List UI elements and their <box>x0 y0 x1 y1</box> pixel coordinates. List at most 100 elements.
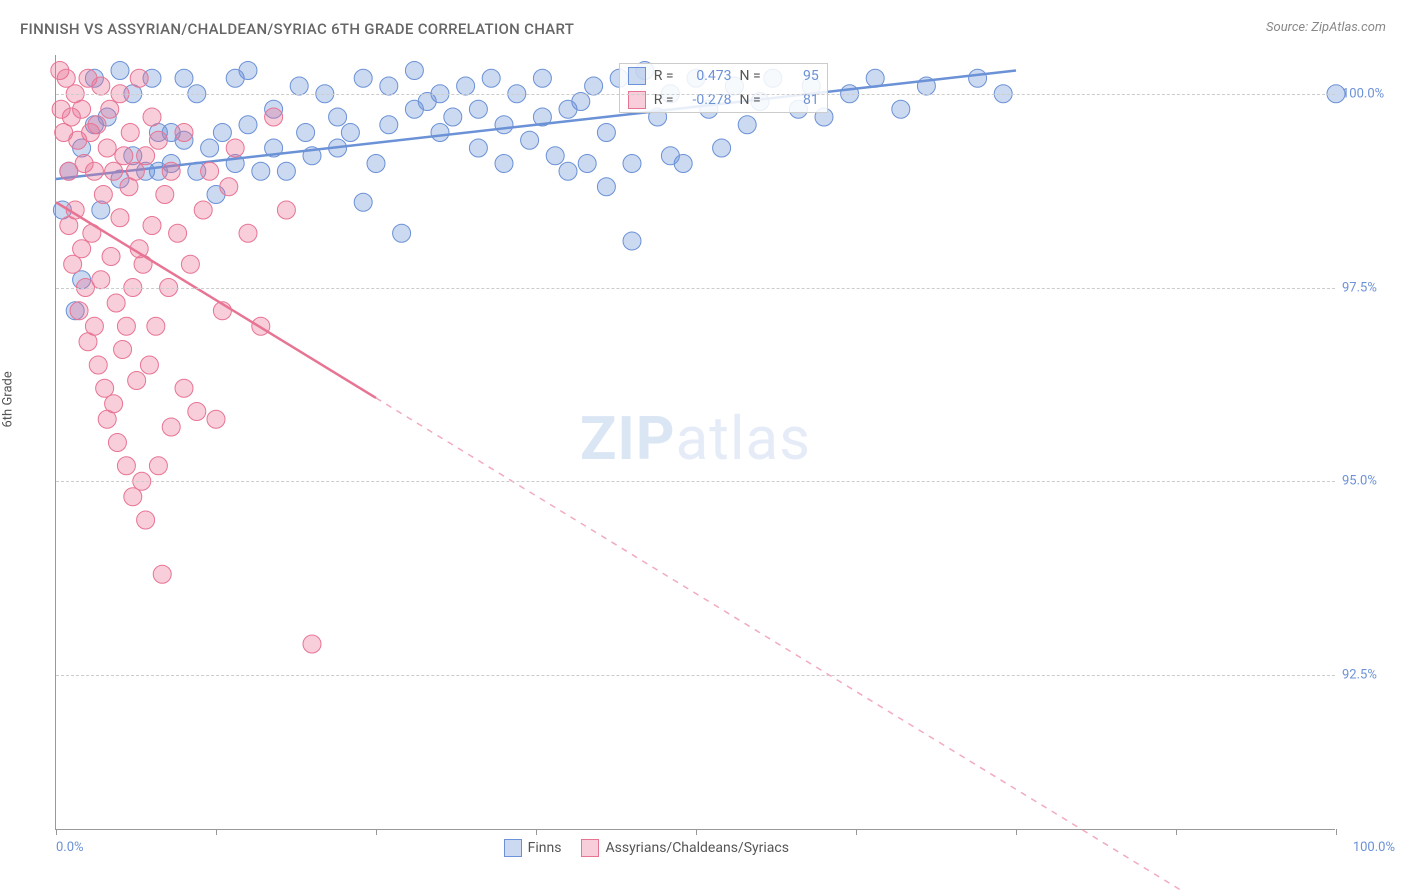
data-point <box>175 124 193 142</box>
data-point <box>572 93 590 111</box>
data-point <box>482 69 500 87</box>
data-point <box>94 186 112 204</box>
data-point <box>147 317 165 335</box>
data-point <box>623 232 641 250</box>
regression-line-extrapolated <box>376 398 1336 892</box>
data-point <box>70 302 88 320</box>
data-point <box>194 201 212 219</box>
data-point <box>213 124 231 142</box>
data-point <box>713 139 731 157</box>
x-tick <box>1016 829 1017 835</box>
data-point <box>101 100 119 118</box>
swatch-icon <box>628 67 646 85</box>
data-point <box>239 62 257 80</box>
data-point <box>578 155 596 173</box>
data-point <box>585 77 603 95</box>
data-point <box>153 565 171 583</box>
data-point <box>117 457 135 475</box>
data-point <box>92 77 110 95</box>
data-point <box>143 217 161 235</box>
data-point <box>367 155 385 173</box>
data-point <box>469 100 487 118</box>
data-point <box>265 108 283 126</box>
data-point <box>149 457 167 475</box>
x-tick <box>536 829 537 835</box>
swatch-icon <box>581 839 599 857</box>
chart-area: ZIPatlas R = 0.473 N = 95 R = -0.278 N =… <box>55 55 1335 830</box>
data-point <box>126 162 144 180</box>
data-point <box>121 124 139 142</box>
legend-label: Finns <box>528 840 562 856</box>
y-tick-label: 92.5% <box>1342 668 1397 683</box>
data-point <box>892 100 910 118</box>
data-point <box>380 77 398 95</box>
data-point <box>130 69 148 87</box>
data-point <box>162 162 180 180</box>
x-tick <box>56 829 57 835</box>
gridline <box>56 675 1335 676</box>
gridline <box>56 94 1335 95</box>
data-point <box>457 77 475 95</box>
data-point <box>108 434 126 452</box>
x-tick <box>1176 829 1177 835</box>
y-axis-title: 6th Grade <box>1 371 16 427</box>
gridline <box>56 288 1335 289</box>
data-point <box>92 201 110 219</box>
swatch-icon <box>504 839 522 857</box>
data-point <box>137 147 155 165</box>
y-tick-label: 97.5% <box>1342 280 1397 295</box>
data-point <box>495 155 513 173</box>
n-label: N = <box>740 68 761 84</box>
data-point <box>85 162 103 180</box>
data-point <box>85 317 103 335</box>
data-point <box>102 248 120 266</box>
data-point <box>277 201 295 219</box>
r-label: R = <box>654 68 674 84</box>
data-point <box>297 124 315 142</box>
data-point <box>533 69 551 87</box>
data-point <box>92 271 110 289</box>
data-point <box>738 116 756 134</box>
data-point <box>277 162 295 180</box>
y-tick-label: 95.0% <box>1342 474 1397 489</box>
data-point <box>88 116 106 134</box>
data-point <box>201 139 219 157</box>
legend-item: Finns <box>504 839 562 857</box>
stats-row: R = 0.473 N = 95 <box>620 64 827 88</box>
data-point <box>169 224 187 242</box>
data-point <box>559 162 577 180</box>
data-point <box>521 131 539 149</box>
data-point <box>239 224 257 242</box>
data-point <box>96 379 114 397</box>
data-point <box>175 69 193 87</box>
data-point <box>207 410 225 428</box>
data-point <box>105 162 123 180</box>
data-point <box>181 255 199 273</box>
x-tick <box>856 829 857 835</box>
data-point <box>380 116 398 134</box>
data-point <box>303 635 321 653</box>
data-point <box>111 62 129 80</box>
data-point <box>431 124 449 142</box>
data-point <box>124 488 142 506</box>
source-attribution: Source: ZipAtlas.com <box>1266 20 1386 35</box>
x-axis-min-label: 0.0% <box>56 840 84 855</box>
data-point <box>156 186 174 204</box>
data-point <box>162 418 180 436</box>
gridline <box>56 481 1335 482</box>
data-point <box>140 356 158 374</box>
data-point <box>115 147 133 165</box>
x-tick <box>216 829 217 835</box>
data-point <box>290 77 308 95</box>
data-point <box>469 139 487 157</box>
n-value: 95 <box>769 68 819 84</box>
data-point <box>341 124 359 142</box>
legend-item: Assyrians/Chaldeans/Syriacs <box>581 839 788 857</box>
data-point <box>117 317 135 335</box>
data-point <box>73 240 91 258</box>
stats-row: R = -0.278 N = 81 <box>620 88 827 112</box>
data-point <box>393 224 411 242</box>
x-tick <box>376 829 377 835</box>
data-point <box>252 162 270 180</box>
data-point <box>175 379 193 397</box>
